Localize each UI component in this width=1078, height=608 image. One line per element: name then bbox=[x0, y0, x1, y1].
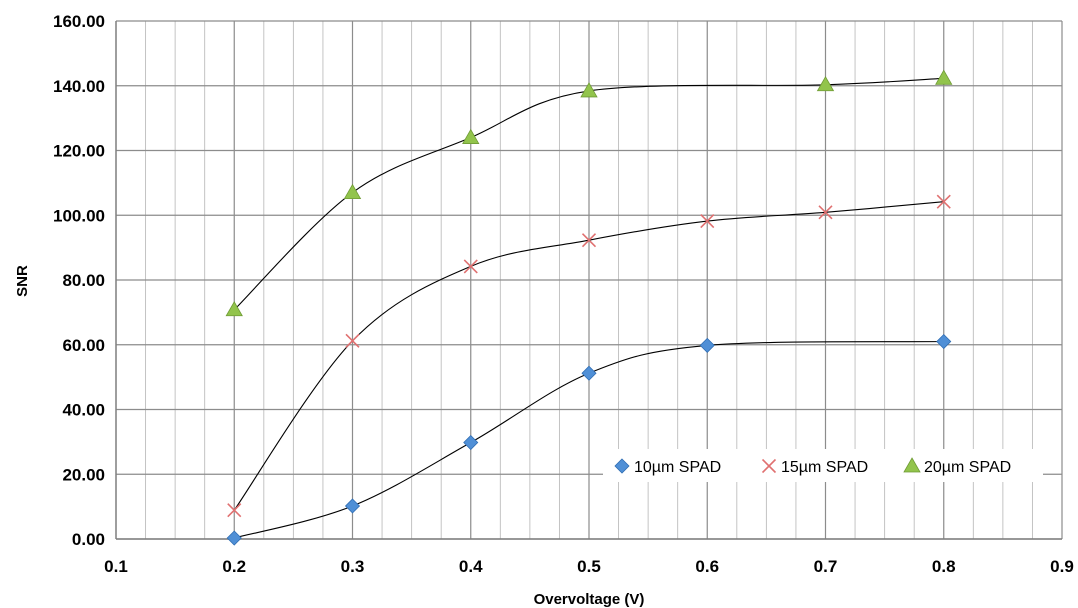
data-point-triangle bbox=[935, 69, 953, 85]
y-tick-label: 20.00 bbox=[62, 465, 105, 484]
tick-labels: 0.1 0.2 0.3 0.4 0.5 0.6 0.7 0.8 0.9 0.00 20.00 40.0… bbox=[53, 12, 1074, 576]
cross-stroke bbox=[581, 233, 597, 248]
x-tick-label: 0.7 bbox=[814, 557, 838, 576]
legend-label: 15µm SPAD bbox=[781, 459, 868, 476]
data-point-cross bbox=[345, 333, 360, 348]
y-tick-label: 40.00 bbox=[62, 401, 105, 420]
y-tick-label: 140.00 bbox=[53, 77, 105, 96]
data-point-diamond bbox=[699, 337, 715, 353]
cross-stroke bbox=[936, 194, 951, 209]
x-tick-label: 0.1 bbox=[104, 557, 128, 576]
x-tick-label: 0.8 bbox=[932, 557, 956, 576]
y-tick-label: 0.00 bbox=[72, 530, 105, 549]
data-point-cross bbox=[227, 503, 242, 518]
cross-stroke bbox=[818, 205, 833, 220]
x-axis-title: Overvoltage (V) bbox=[534, 591, 645, 608]
data-point-triangle bbox=[225, 300, 243, 317]
data-points bbox=[225, 69, 953, 546]
legend-marker-triangle bbox=[903, 457, 921, 473]
y-tick-label: 100.00 bbox=[53, 206, 105, 225]
data-point-diamond bbox=[936, 333, 952, 350]
cross-stroke bbox=[761, 458, 777, 474]
data-point-cross bbox=[818, 205, 833, 220]
legend-marker-diamond bbox=[614, 458, 630, 474]
cross-stroke bbox=[700, 214, 715, 229]
data-point-cross bbox=[581, 233, 597, 248]
axes bbox=[115, 21, 1062, 540]
x-tick-label: 0.4 bbox=[459, 557, 483, 576]
x-tick-label: 0.9 bbox=[1050, 557, 1074, 576]
data-point-triangle bbox=[343, 183, 362, 199]
data-point-diamond bbox=[581, 365, 597, 381]
legend-label: 20µm SPAD bbox=[924, 459, 1011, 476]
y-tick-label: 80.00 bbox=[62, 271, 105, 290]
trendline bbox=[234, 340, 944, 539]
data-point-diamond bbox=[226, 530, 242, 546]
x-tick-label: 0.3 bbox=[341, 557, 365, 576]
cross-stroke bbox=[463, 259, 478, 274]
y-axis-title: SNR bbox=[14, 265, 31, 297]
data-point-triangle bbox=[462, 128, 480, 144]
data-point-cross bbox=[936, 194, 951, 209]
legend-background bbox=[603, 449, 1043, 482]
data-point-cross bbox=[700, 214, 715, 229]
y-tick-label: 160.00 bbox=[53, 12, 105, 31]
legend-marker-cross bbox=[761, 458, 777, 474]
cross-stroke bbox=[227, 503, 242, 518]
x-tick-label: 0.5 bbox=[577, 557, 601, 576]
data-point-triangle bbox=[816, 75, 835, 92]
cross-stroke bbox=[345, 333, 360, 348]
x-tick-label: 0.6 bbox=[695, 557, 719, 576]
data-point-triangle bbox=[580, 82, 598, 98]
y-tick-label: 120.00 bbox=[53, 142, 105, 161]
data-point-diamond bbox=[463, 434, 479, 451]
legend: 10µm SPAD 15µm SPAD 20µm SPAD bbox=[603, 449, 1043, 482]
data-point-diamond bbox=[344, 498, 361, 514]
legend-label: 10µm SPAD bbox=[634, 459, 721, 476]
x-tick-label: 0.2 bbox=[222, 557, 246, 576]
y-tick-label: 60.00 bbox=[62, 336, 105, 355]
data-point-cross bbox=[463, 259, 478, 274]
